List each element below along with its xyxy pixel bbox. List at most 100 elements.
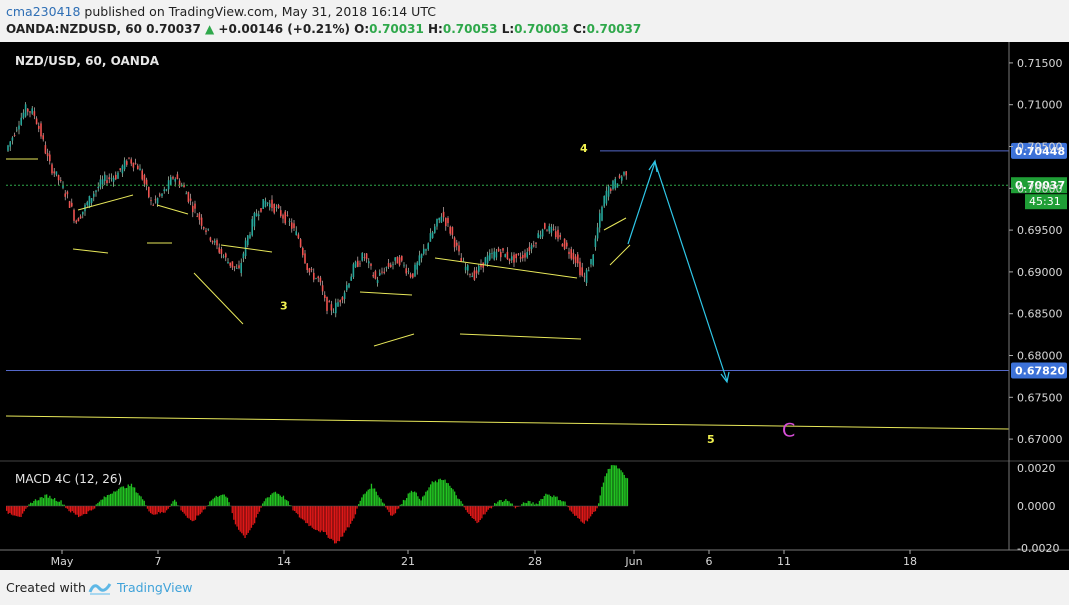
macd-bar	[598, 503, 600, 506]
macd-bar	[574, 506, 576, 516]
pattern-trendline[interactable]	[220, 244, 273, 253]
countdown-label: 45:31	[1029, 195, 1061, 208]
candle-body	[154, 199, 157, 201]
macd-bar	[153, 506, 155, 515]
macd-bar	[417, 496, 419, 506]
macd-bar	[194, 506, 197, 520]
macd-bar	[156, 506, 158, 515]
macd-bar	[383, 503, 385, 506]
macd-tick-label: 0.0000	[1017, 500, 1056, 513]
pattern-lines	[5, 158, 1010, 430]
wave-label[interactable]: 4	[580, 142, 588, 155]
macd-bar	[279, 495, 281, 506]
pattern-trendline[interactable]	[434, 257, 578, 279]
macd-pane[interactable]	[6, 465, 629, 544]
tradingview-logo-icon[interactable]	[88, 578, 112, 596]
current-price-label: 0.70037	[1015, 179, 1065, 192]
pattern-trendline[interactable]	[156, 204, 189, 215]
macd-bar	[148, 506, 150, 512]
macd-bar	[297, 506, 299, 515]
macd-bar	[185, 506, 187, 516]
macd-bar	[124, 488, 126, 506]
tradingview-link[interactable]: TradingView	[117, 580, 193, 595]
wave-label[interactable]: C	[782, 419, 795, 441]
candle-body	[574, 256, 577, 264]
macd-bar	[162, 506, 165, 513]
macd-bar	[17, 506, 19, 517]
pattern-trendline[interactable]	[77, 194, 134, 211]
candle-body	[110, 177, 113, 179]
macd-bar	[33, 500, 35, 506]
candle-body	[306, 263, 308, 270]
macd-bar	[337, 506, 339, 542]
candle-body	[423, 248, 425, 254]
wave-label[interactable]: 5	[707, 433, 715, 446]
macd-bar	[84, 506, 86, 515]
candle-body	[126, 161, 128, 165]
candle-body	[273, 203, 275, 213]
macd-bar	[478, 506, 480, 523]
macd-bar	[90, 506, 93, 511]
candle-body	[398, 257, 401, 266]
pattern-trendline[interactable]	[373, 333, 415, 347]
pattern-trendline[interactable]	[72, 248, 109, 254]
candle-body	[431, 232, 434, 239]
macd-bar	[580, 506, 582, 522]
macd-bar	[271, 493, 273, 506]
pattern-trendline[interactable]	[193, 272, 244, 325]
pattern-trendline[interactable]	[609, 244, 631, 266]
candle-body	[291, 222, 293, 229]
macd-bar	[567, 506, 569, 508]
candle-body	[27, 108, 29, 112]
macd-bar	[516, 506, 518, 507]
macd-bar	[183, 506, 185, 514]
candle-body	[533, 245, 535, 247]
macd-bar	[614, 465, 616, 506]
macd-bar	[420, 500, 422, 506]
macd-bar	[159, 506, 161, 514]
macd-bar	[508, 501, 510, 506]
macd-bar	[425, 491, 427, 506]
price-tick-label: 0.67500	[1017, 391, 1063, 404]
macd-bar	[458, 499, 461, 506]
macd-bar	[450, 487, 453, 506]
candle-body	[460, 258, 462, 262]
macd-bar	[106, 495, 109, 506]
candle-body	[412, 273, 414, 278]
price-pane[interactable]: 0.70448 0.67820 0.70037 45:31 4 3 5 C	[5, 102, 1067, 446]
low-value: 0.70003	[514, 22, 569, 36]
macd-bar	[42, 498, 45, 506]
macd-bar	[524, 502, 526, 506]
macd-bar	[217, 496, 219, 506]
macd-bar	[490, 506, 493, 509]
candle-body	[117, 172, 119, 179]
close-label: C:	[572, 22, 587, 36]
macd-bar	[126, 487, 128, 506]
pattern-trendline[interactable]	[5, 415, 1010, 430]
macd-bar	[254, 506, 256, 524]
pattern-trendline[interactable]	[459, 333, 582, 340]
macd-bar	[366, 491, 368, 506]
macd-bar	[394, 506, 397, 514]
candle-body	[403, 264, 405, 266]
candle-body	[93, 193, 95, 197]
wave-label[interactable]: 3	[280, 299, 288, 312]
macd-bar	[26, 506, 29, 508]
macd-bar	[129, 486, 131, 506]
candle-body	[53, 171, 55, 174]
author-link[interactable]: cma230418	[6, 4, 81, 19]
macd-bar	[47, 497, 49, 506]
macd-bar	[548, 494, 550, 506]
macd-bar	[353, 506, 355, 519]
macd-bar	[132, 487, 134, 506]
macd-bar	[449, 485, 451, 506]
macd-bar	[431, 481, 433, 506]
pattern-trendline[interactable]	[603, 217, 627, 231]
pattern-trendline[interactable]	[359, 291, 413, 296]
macd-bar	[532, 502, 534, 506]
candle-body	[519, 256, 522, 259]
candle-body	[24, 104, 27, 117]
macd-bar	[169, 506, 171, 507]
candle-body	[603, 195, 605, 207]
